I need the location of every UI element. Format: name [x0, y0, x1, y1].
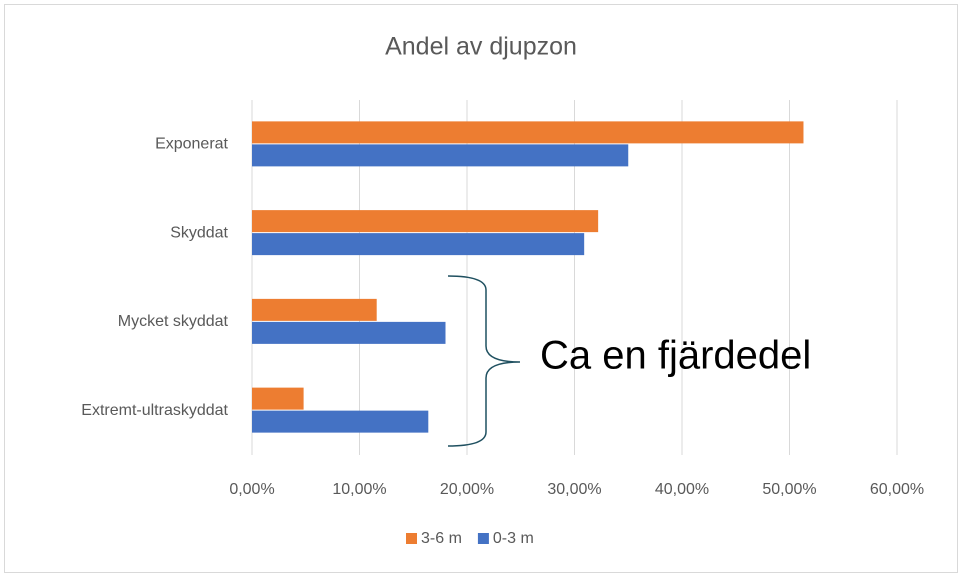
- legend-label: 3-6 m: [421, 530, 462, 547]
- x-tick-label: 0,00%: [229, 481, 274, 498]
- y-tick-label: Exponerat: [155, 136, 228, 153]
- bar: [252, 121, 804, 144]
- brace: [447, 275, 521, 447]
- y-tick-label: Skyddat: [170, 224, 228, 241]
- x-tick-label: 20,00%: [440, 481, 494, 498]
- x-tick-label: 60,00%: [870, 481, 924, 498]
- y-tick-label: Extremt-ultraskyddat: [81, 402, 228, 419]
- chart-border: [4, 4, 958, 573]
- legend-label: 0-3 m: [493, 530, 534, 547]
- bar: [252, 321, 446, 344]
- y-tick-label: Mycket skyddat: [118, 313, 229, 330]
- bar: [252, 233, 585, 256]
- legend-swatch: [406, 533, 417, 544]
- x-tick-label: 30,00%: [547, 481, 601, 498]
- bar: [252, 144, 629, 167]
- x-tick-label: 10,00%: [332, 481, 386, 498]
- x-tick-label: 50,00%: [762, 481, 816, 498]
- legend-swatch: [477, 533, 489, 544]
- bar: [252, 298, 377, 321]
- annotation: Ca en fjärdedel: [540, 334, 811, 378]
- bar: [252, 387, 304, 410]
- x-tick-label: 40,00%: [655, 481, 709, 498]
- chart-title: Andel av djupzon: [385, 33, 577, 61]
- bar: [252, 410, 429, 433]
- bar: [252, 210, 599, 233]
